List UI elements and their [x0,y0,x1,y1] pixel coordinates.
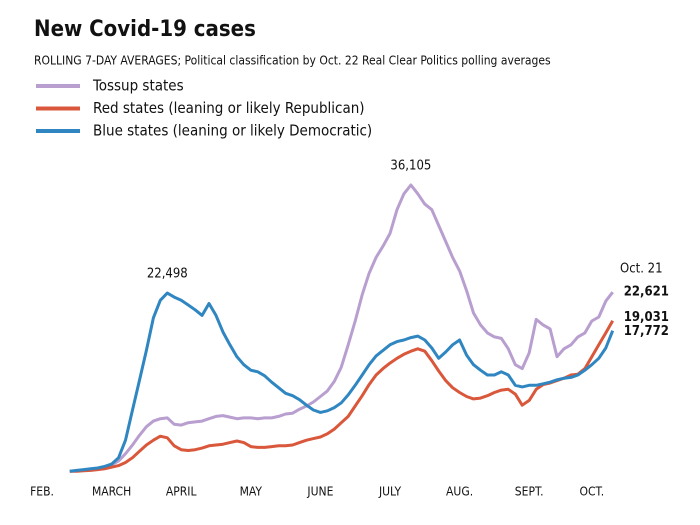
legend-label: Blue states (leaning or likely Democrati… [93,122,372,140]
x-tick-label: FEB. [30,485,54,499]
series-line [69,319,615,473]
end-label: 19,031 [624,310,669,325]
x-tick-label: OCT. [580,485,605,499]
legend-label: Tossup states [92,77,184,95]
x-tick-label: APRIL [166,485,197,499]
x-tick-label: SEPT. [515,485,544,499]
peak-label: 36,105 [390,158,431,173]
chart-title: New Covid-19 cases [34,17,256,42]
series-line [69,291,615,473]
peak-label: 22,498 [147,267,188,282]
x-tick-label: JULY [378,485,402,499]
chart-subtitle: ROLLING 7-DAY AVERAGES; Political classi… [34,54,551,68]
annotation: Oct. 21 [620,262,663,277]
end-label: 17,772 [624,324,669,339]
x-tick-label: MARCH [92,485,131,499]
end-label: 22,621 [624,285,669,300]
legend-label: Red states (leaning or likely Republican… [93,99,365,117]
x-tick-label: AUG. [446,485,473,499]
x-tick-label: MAY [240,485,263,499]
series-line [69,183,614,473]
x-tick-label: JUNE [306,485,333,499]
